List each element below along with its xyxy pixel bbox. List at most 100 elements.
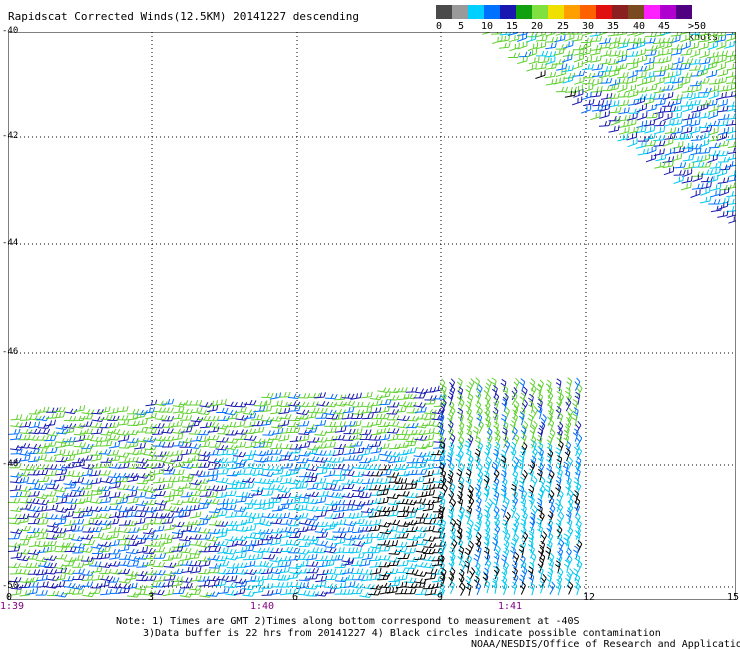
wind-barb xyxy=(46,522,60,528)
wind-barb xyxy=(575,519,582,533)
wind-barb xyxy=(332,527,345,533)
wind-barb xyxy=(512,461,519,475)
wind-barb xyxy=(280,531,292,539)
wind-barb xyxy=(423,489,435,497)
wind-barb xyxy=(10,528,24,535)
wind-barb xyxy=(709,189,721,198)
wind-barb xyxy=(546,455,552,469)
wind-barb xyxy=(438,505,444,519)
wind-barb xyxy=(404,588,417,595)
wind-barb xyxy=(226,483,238,490)
wind-barb xyxy=(8,562,21,569)
wind-barb xyxy=(538,511,545,525)
wind-barb xyxy=(332,434,345,441)
wind-barb xyxy=(546,540,553,554)
wind-barb xyxy=(358,448,371,456)
wind-barb xyxy=(332,457,345,463)
wind-barb xyxy=(343,448,356,456)
wind-barb xyxy=(386,525,399,533)
wind-barb xyxy=(500,489,507,503)
wind-barb xyxy=(125,485,139,492)
wind-barb xyxy=(332,485,345,491)
wind-barb xyxy=(118,519,131,526)
wind-barb xyxy=(397,401,411,407)
wind-barb xyxy=(271,427,284,435)
wind-barb xyxy=(502,434,509,449)
wind-barb xyxy=(180,525,193,533)
wind-barb xyxy=(82,591,95,598)
wind-barb xyxy=(682,113,694,121)
wind-barb xyxy=(549,581,556,595)
wind-barb xyxy=(475,400,482,414)
wind-barb xyxy=(726,105,736,112)
wind-barb xyxy=(172,440,185,447)
wind-barb xyxy=(652,93,665,100)
wind-barb xyxy=(483,386,490,400)
wind-barb xyxy=(306,515,320,521)
wind-barb xyxy=(717,201,729,210)
wind-barb xyxy=(314,590,328,597)
wind-barb xyxy=(142,529,156,535)
wind-barb xyxy=(72,574,85,580)
wind-barb xyxy=(189,575,202,582)
wind-barb xyxy=(134,511,147,518)
wind-barb xyxy=(161,580,174,587)
wind-barb xyxy=(269,538,282,546)
wind-barb xyxy=(644,75,656,85)
wind-barb xyxy=(79,446,92,455)
wind-barb xyxy=(726,77,736,84)
wind-barb xyxy=(653,86,666,94)
wind-barb xyxy=(217,587,230,595)
wind-barb xyxy=(644,125,656,134)
wind-barb xyxy=(306,491,319,498)
wind-barb xyxy=(681,119,693,128)
wind-barb xyxy=(690,134,703,141)
legend-label: 35 xyxy=(606,21,620,32)
wind-barb xyxy=(662,91,674,100)
wind-barb xyxy=(334,425,347,433)
wind-barb xyxy=(253,499,266,505)
wind-barb xyxy=(468,378,475,392)
wind-barb xyxy=(379,469,392,476)
wind-barb xyxy=(468,540,474,555)
wind-barb xyxy=(53,528,67,534)
wind-barb xyxy=(181,422,195,428)
wind-barb xyxy=(197,455,210,461)
wind-barb xyxy=(457,552,464,566)
wind-barb xyxy=(189,400,203,406)
wind-barb xyxy=(253,441,266,449)
wind-barb xyxy=(502,519,508,533)
wind-barb xyxy=(189,540,203,546)
wind-barb xyxy=(343,512,356,519)
wind-barb xyxy=(576,560,583,574)
wind-barb xyxy=(134,491,147,498)
wind-barb xyxy=(44,562,57,569)
wind-barb xyxy=(17,470,31,477)
wind-barb xyxy=(46,504,59,511)
wind-barb xyxy=(116,430,130,436)
wind-barb xyxy=(661,41,673,50)
wind-barb xyxy=(125,534,138,541)
wind-barb xyxy=(413,532,426,539)
wind-barb xyxy=(591,70,604,78)
wind-barb xyxy=(699,131,710,141)
wind-barb xyxy=(342,547,355,554)
wind-barb xyxy=(529,460,536,475)
wind-barb xyxy=(233,483,246,490)
wind-barb xyxy=(234,406,247,414)
wind-barb xyxy=(314,450,327,456)
wind-barb xyxy=(415,484,429,491)
wind-barb xyxy=(690,147,702,156)
map-grid xyxy=(8,32,736,600)
wind-barb xyxy=(388,443,401,450)
wind-barb xyxy=(188,443,202,449)
wind-barb xyxy=(332,512,345,520)
wind-barb xyxy=(325,413,339,420)
wind-barb xyxy=(670,48,683,56)
wind-barb xyxy=(351,568,364,575)
wind-barb xyxy=(491,580,498,594)
wind-barb xyxy=(152,429,165,435)
wind-barb xyxy=(679,76,691,86)
wind-barb xyxy=(179,400,193,406)
wind-barb xyxy=(215,398,227,406)
